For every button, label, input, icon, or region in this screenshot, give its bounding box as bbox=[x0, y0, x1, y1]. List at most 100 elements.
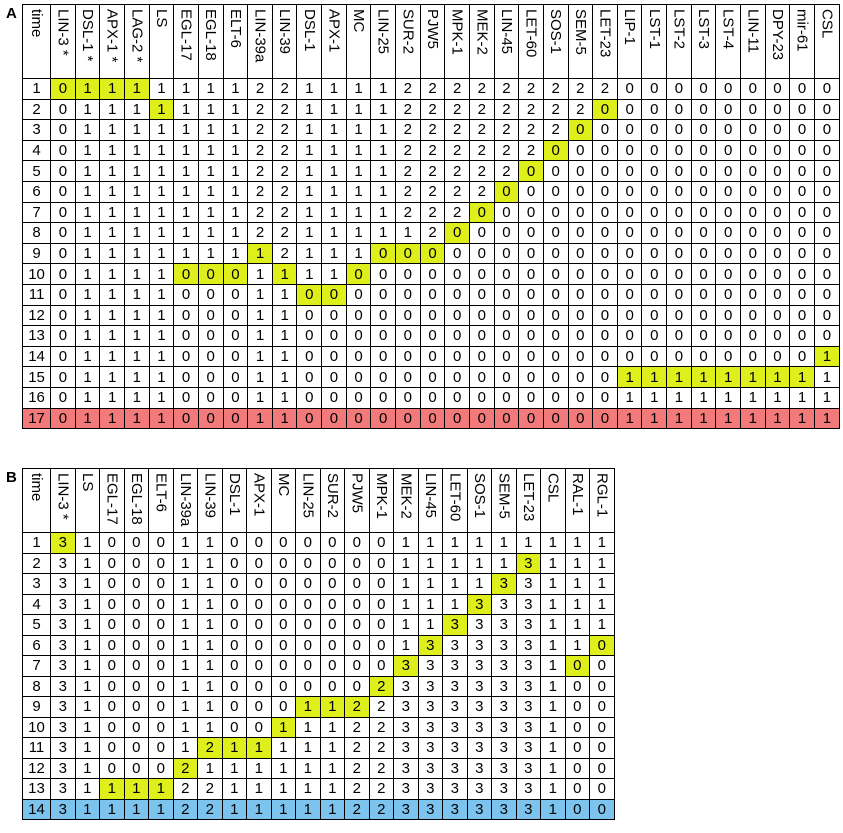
value-cell: 3 bbox=[491, 778, 517, 800]
value-cell: 0 bbox=[592, 119, 618, 141]
column-header: LIN-11 bbox=[740, 4, 766, 79]
value-cell: 3 bbox=[417, 778, 443, 800]
table-row: 13 0 1 1 1 1 0 0 0 1 1 0 0 0 0 0 0 0 0 0 0 0 0 0 0 0 0 0 0 0 0 0 0 bbox=[21, 325, 841, 347]
value-cell: 0 bbox=[221, 532, 247, 554]
time-header-label: time bbox=[28, 473, 45, 502]
value-cell: 2 bbox=[344, 716, 370, 738]
value-cell: 0 bbox=[518, 283, 544, 306]
value-cell: 1 bbox=[99, 325, 125, 347]
value-cell: 1 bbox=[321, 222, 347, 244]
value-cell: 1 bbox=[74, 263, 101, 285]
value-cell: 0 bbox=[123, 552, 149, 574]
time-cell: 7 bbox=[22, 655, 51, 677]
value-cell: 1 bbox=[197, 716, 223, 738]
value-cell: 0 bbox=[542, 242, 569, 265]
value-cell: 2 bbox=[493, 78, 520, 100]
value-cell: 0 bbox=[395, 263, 421, 285]
value-cell: 1 bbox=[564, 634, 590, 656]
value-cell: 1 bbox=[197, 98, 224, 121]
value-cell: 0 bbox=[616, 263, 643, 285]
value-cell: 3 bbox=[491, 573, 517, 595]
value-cell: 0 bbox=[295, 675, 321, 697]
value-cell: 0 bbox=[690, 201, 717, 224]
value-cell: 2 bbox=[197, 778, 223, 800]
value-cell: 1 bbox=[690, 407, 717, 430]
value-cell: 1 bbox=[172, 532, 198, 554]
value-cell: 1 bbox=[74, 180, 101, 203]
time-cell: 4 bbox=[21, 139, 52, 162]
value-cell: 0 bbox=[518, 263, 544, 285]
value-cell: 0 bbox=[197, 325, 224, 347]
value-cell: 0 bbox=[419, 242, 446, 265]
value-cell: 0 bbox=[173, 263, 199, 285]
value-cell: 2 bbox=[344, 696, 370, 718]
value-cell: 0 bbox=[344, 675, 370, 697]
value-cell: 1 bbox=[197, 139, 224, 162]
value-cell: 0 bbox=[321, 407, 347, 430]
value-cell: 2 bbox=[247, 98, 273, 121]
time-cell: 4 bbox=[22, 593, 51, 615]
value-cell: 1 bbox=[148, 222, 175, 244]
column-header: RGL-1 bbox=[589, 468, 615, 533]
value-cell: 3 bbox=[50, 737, 76, 759]
value-cell: 0 bbox=[616, 345, 643, 368]
value-cell: 2 bbox=[395, 180, 421, 203]
value-cell: 0 bbox=[518, 201, 544, 224]
value-cell: 2 bbox=[567, 98, 594, 121]
value-cell: 1 bbox=[813, 366, 841, 388]
value-cell: 1 bbox=[740, 386, 766, 409]
value-cell: 1 bbox=[74, 119, 101, 141]
value-cell: 1 bbox=[370, 139, 397, 162]
value-cell: 3 bbox=[515, 675, 541, 697]
column-header: LS bbox=[148, 4, 175, 79]
column-header: MPK-1 bbox=[444, 4, 470, 79]
value-cell: 1 bbox=[295, 737, 321, 759]
value-cell: 0 bbox=[493, 222, 520, 244]
value-cell: 0 bbox=[564, 798, 590, 820]
value-cell: 0 bbox=[50, 160, 76, 182]
value-cell: 1 bbox=[690, 366, 717, 388]
value-cell: 1 bbox=[197, 696, 223, 718]
value-cell: 0 bbox=[715, 242, 741, 265]
value-cell: 1 bbox=[173, 119, 199, 141]
value-cell: 0 bbox=[370, 263, 397, 285]
value-cell: 0 bbox=[270, 593, 296, 615]
value-cell: 0 bbox=[50, 98, 76, 121]
value-cell: 1 bbox=[173, 78, 199, 100]
column-header: SOS-1 bbox=[542, 4, 569, 79]
value-cell: 0 bbox=[99, 614, 125, 636]
value-cell: 1 bbox=[442, 532, 468, 554]
value-cell: 0 bbox=[641, 304, 668, 327]
value-cell: 1 bbox=[715, 386, 741, 409]
column-header-label: DPY-23 bbox=[768, 9, 786, 61]
column-header: SOS-1 bbox=[466, 468, 492, 533]
value-cell: 0 bbox=[542, 386, 569, 409]
value-cell: 0 bbox=[370, 283, 397, 306]
value-cell: 0 bbox=[666, 222, 692, 244]
value-cell: 0 bbox=[592, 201, 618, 224]
column-header-label: LST-1 bbox=[645, 9, 663, 50]
value-cell: 0 bbox=[567, 222, 594, 244]
value-cell: 0 bbox=[99, 655, 125, 677]
value-cell: 0 bbox=[368, 573, 394, 595]
value-cell: 1 bbox=[789, 407, 815, 430]
value-cell: 0 bbox=[616, 160, 643, 182]
value-cell: 1 bbox=[197, 634, 223, 656]
value-cell: 2 bbox=[444, 98, 470, 121]
time-cell: 13 bbox=[21, 325, 52, 347]
column-header: APX-1 bbox=[246, 468, 272, 533]
value-cell: 1 bbox=[197, 573, 223, 595]
value-cell: 0 bbox=[764, 139, 791, 162]
value-cell: 0 bbox=[246, 634, 272, 656]
column-header-label: LST-3 bbox=[695, 9, 713, 50]
value-cell: 0 bbox=[567, 139, 594, 162]
value-cell: 1 bbox=[270, 778, 296, 800]
time-cell: 6 bbox=[22, 634, 51, 656]
table-row: 14 3 1 1 1 1 2 2 1 1 1 1 1 2 2 3 3 3 3 3 3 1 0 0 bbox=[22, 798, 615, 820]
table-row: 15 0 1 1 1 1 0 0 0 1 1 0 0 0 0 0 0 0 0 0 0 0 0 0 1 1 1 1 1 1 1 1 1 bbox=[21, 366, 841, 388]
value-cell: 0 bbox=[345, 263, 372, 285]
value-cell: 1 bbox=[222, 180, 249, 203]
value-cell: 0 bbox=[493, 180, 520, 203]
